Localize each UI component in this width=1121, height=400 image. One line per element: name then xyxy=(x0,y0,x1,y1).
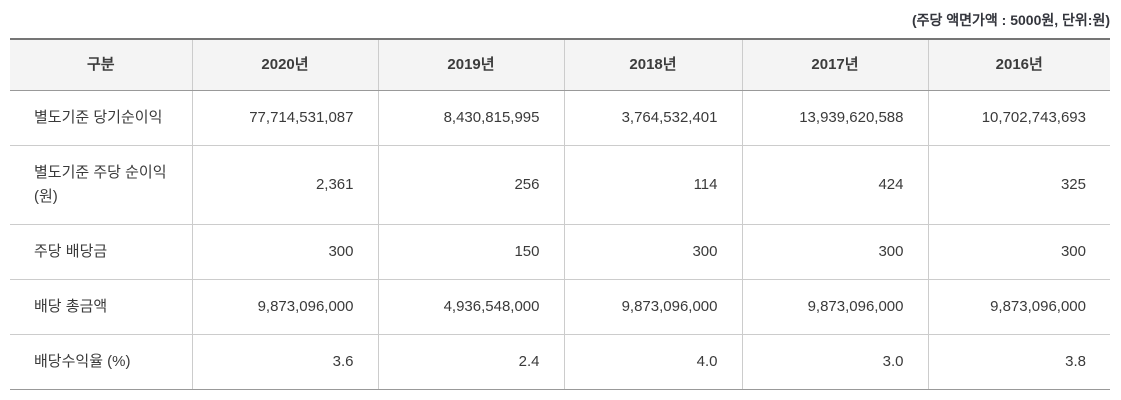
cell-value: 300 xyxy=(742,224,929,280)
cell-value: 150 xyxy=(378,224,565,280)
cell-value: 3.6 xyxy=(192,334,379,390)
cell-value: 256 xyxy=(378,145,565,225)
per-share-face-value-note: (주당 액면가액 : 5000원, 단위:원) xyxy=(911,12,1110,28)
col-header-2017: 2017년 xyxy=(742,39,929,91)
table-body: 별도기준 당기순이익 77,714,531,087 8,430,815,995 … xyxy=(10,90,1110,390)
col-header-2020: 2020년 xyxy=(192,39,379,91)
row-label: 배당 총금액 xyxy=(10,279,193,335)
table-row-dividend-yield: 배당수익율 (%) 3.6 2.4 4.0 3.0 3.8 xyxy=(10,334,1110,390)
cell-value: 13,939,620,588 xyxy=(742,90,929,146)
cell-value: 4.0 xyxy=(564,334,743,390)
table-header: 구분 2020년 2019년 2018년 2017년 2016년 xyxy=(10,39,1110,91)
cell-value: 10,702,743,693 xyxy=(928,90,1110,146)
row-label: 주당 배당금 xyxy=(10,224,193,280)
table-row-total-dividend: 배당 총금액 9,873,096,000 4,936,548,000 9,873… xyxy=(10,279,1110,335)
cell-value: 300 xyxy=(192,224,379,280)
cell-value: 3.0 xyxy=(742,334,929,390)
header-row: 구분 2020년 2019년 2018년 2017년 2016년 xyxy=(10,39,1110,91)
table-row-eps: 별도기준 주당 순이익 (원) 2,361 256 114 424 325 xyxy=(10,145,1110,225)
cell-value: 4,936,548,000 xyxy=(378,279,565,335)
cell-value: 77,714,531,087 xyxy=(192,90,379,146)
cell-value: 3,764,532,401 xyxy=(564,90,743,146)
dividend-financials-table: 구분 2020년 2019년 2018년 2017년 2016년 별도기준 당기… xyxy=(10,38,1110,390)
row-label: 배당수익율 (%) xyxy=(10,334,193,390)
cell-value: 325 xyxy=(928,145,1110,225)
table-row-net-income: 별도기준 당기순이익 77,714,531,087 8,430,815,995 … xyxy=(10,90,1110,146)
row-label: 별도기준 주당 순이익 (원) xyxy=(10,145,193,225)
col-header-2016: 2016년 xyxy=(928,39,1110,91)
cell-value: 2,361 xyxy=(192,145,379,225)
cell-value: 9,873,096,000 xyxy=(192,279,379,335)
cell-value: 9,873,096,000 xyxy=(742,279,929,335)
cell-value: 114 xyxy=(564,145,743,225)
row-label: 별도기준 당기순이익 xyxy=(10,90,193,146)
cell-value: 3.8 xyxy=(928,334,1110,390)
cell-value: 2.4 xyxy=(378,334,565,390)
col-header-2019: 2019년 xyxy=(378,39,565,91)
col-header-category: 구분 xyxy=(10,39,193,91)
col-header-2018: 2018년 xyxy=(564,39,743,91)
cell-value: 300 xyxy=(928,224,1110,280)
cell-value: 9,873,096,000 xyxy=(564,279,743,335)
cell-value: 300 xyxy=(564,224,743,280)
cell-value: 9,873,096,000 xyxy=(928,279,1110,335)
cell-value: 8,430,815,995 xyxy=(378,90,565,146)
cell-value: 424 xyxy=(742,145,929,225)
table-row-dividend-per-share: 주당 배당금 300 150 300 300 300 xyxy=(10,224,1110,280)
